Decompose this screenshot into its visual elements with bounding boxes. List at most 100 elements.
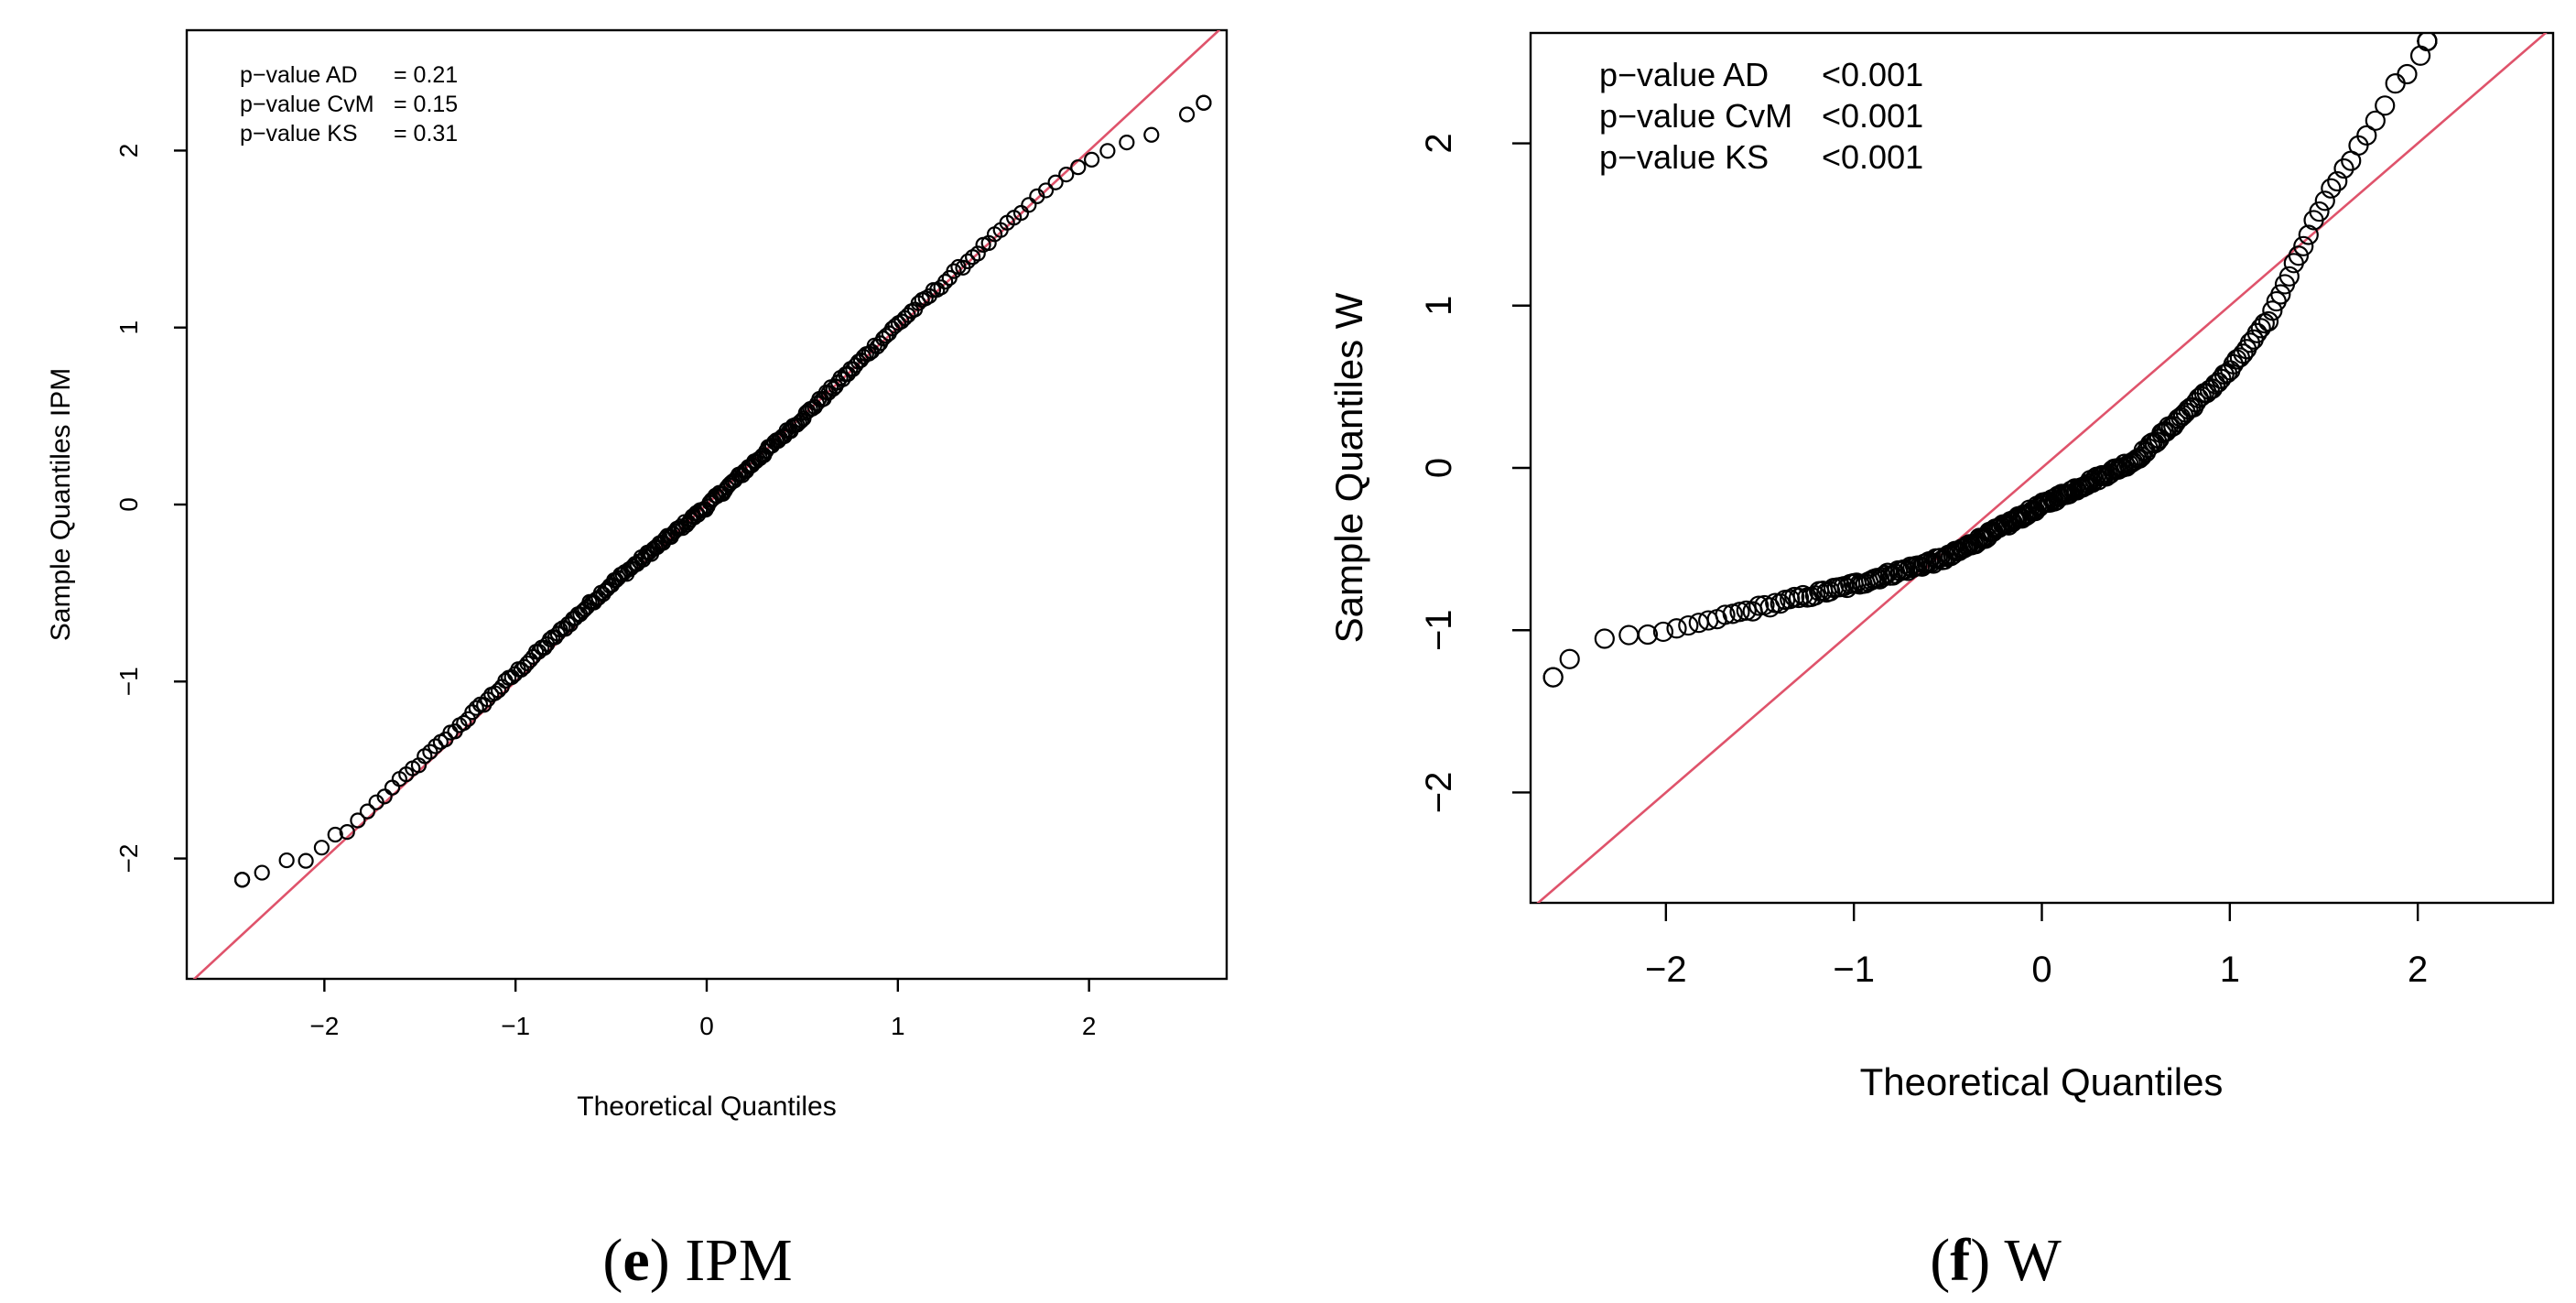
panel-e-point xyxy=(1058,166,1075,183)
panel-e-point xyxy=(359,803,376,820)
panel-f-point xyxy=(2375,95,2396,116)
panel-f-point xyxy=(2356,125,2377,146)
panel-e-x-tick-label: 1 xyxy=(891,1012,905,1040)
panel-e-point xyxy=(536,639,553,657)
panel-e-x-tick-label: 2 xyxy=(1082,1012,1097,1040)
panel-e-point xyxy=(327,826,343,843)
panel-f-annotation-ad-label: p−value AD xyxy=(1599,56,1769,93)
panel-f-x-tick-label: 0 xyxy=(2031,950,2051,990)
panel-e-y-tick-label: 1 xyxy=(114,320,143,335)
panel-f-y-axis-label: Sample Quantiles W xyxy=(1327,292,1370,643)
panel-e-point xyxy=(959,253,976,270)
panel-f-point xyxy=(1729,602,1750,623)
panel-e-y-tick-label: −2 xyxy=(114,844,143,874)
panel-f-point xyxy=(2288,245,2310,266)
panel-f-annotation-ks-value: <0.001 xyxy=(1822,138,1923,176)
panel-e-y-tick-label: −1 xyxy=(114,667,143,696)
panel-f-point xyxy=(2385,73,2406,94)
panel-f-y-tick-label: −1 xyxy=(1419,609,1459,651)
panel-e-y-tick-label: 0 xyxy=(114,497,143,512)
panel-e-point xyxy=(313,840,330,856)
panel-e-point xyxy=(547,629,564,646)
panel-f-y-tick-label: 0 xyxy=(1419,458,1459,478)
panel-f-annotation-ks-label: p−value KS xyxy=(1599,138,1769,176)
panel-f-point xyxy=(1559,648,1580,669)
panel-e-point xyxy=(1196,94,1212,111)
panel-e-point xyxy=(422,744,438,760)
panel-e-ipm: −2 −1 0 1 2 −2 −1 0 1 2 p−value AD = 0.21 p−valu… xyxy=(46,28,1228,1294)
panel-e-point xyxy=(1119,134,1135,151)
panel-f-x-axis-label: Theoretical Quantiles xyxy=(1860,1060,2224,1103)
panel-f-x-tick-label: −2 xyxy=(1645,950,1687,990)
panel-e-point xyxy=(1070,159,1087,176)
panel-f-point xyxy=(2262,300,2283,321)
panel-e-annotation-ks-value: = 0.31 xyxy=(394,121,458,147)
panel-f-point xyxy=(2172,405,2194,426)
panel-f-point xyxy=(2298,224,2319,245)
panel-e-caption: (e) IPM xyxy=(602,1227,792,1294)
panel-f-x-tick-label: −1 xyxy=(1833,950,1875,990)
panel-f-point xyxy=(1652,621,1674,643)
panel-f-point xyxy=(1678,614,1699,636)
panel-f-y-tick-label: −2 xyxy=(1419,772,1459,814)
panel-f-point xyxy=(1594,628,1615,649)
panel-e-point xyxy=(376,788,393,805)
panel-f-reference-line xyxy=(1536,33,2548,903)
panel-e-annotation-ks-label: p−value KS xyxy=(240,121,358,147)
panel-f-x-tick-label: 2 xyxy=(2408,950,2428,990)
panel-e-point xyxy=(298,852,314,869)
panel-e-point xyxy=(969,245,986,262)
panel-e-point xyxy=(233,872,251,888)
panel-e-x-ticks: −2 −1 0 1 2 xyxy=(309,979,1096,1040)
panel-e-point xyxy=(1021,197,1037,213)
panel-f-point xyxy=(1788,587,1810,609)
panel-e-point xyxy=(339,824,355,841)
panel-f-point xyxy=(1715,604,1736,625)
panel-f-point xyxy=(2293,235,2314,256)
panel-e-point xyxy=(468,700,484,716)
panel-f-point xyxy=(2250,318,2271,339)
panel-e-point xyxy=(1047,174,1064,190)
panel-f-annotation-ad-value: <0.001 xyxy=(1822,56,1923,93)
panel-f-point xyxy=(1542,667,1564,688)
panel-f-point xyxy=(2233,343,2254,364)
panel-e-x-tick-label: −2 xyxy=(309,1012,339,1040)
panel-e-y-tick-label: 2 xyxy=(114,144,143,158)
panel-f-point xyxy=(2309,201,2330,223)
panel-e-points xyxy=(233,94,1212,888)
panel-f-points xyxy=(1542,33,2438,688)
panel-f-point xyxy=(2257,310,2279,332)
panel-e-y-ticks: −2 −1 0 1 2 xyxy=(114,144,187,874)
panel-e-x-axis-label: Theoretical Quantiles xyxy=(577,1091,836,1122)
panel-e-point xyxy=(946,263,962,279)
panel-f-x-tick-label: 1 xyxy=(2220,950,2240,990)
panel-e-point xyxy=(350,812,366,829)
panel-f-point xyxy=(2333,157,2354,179)
panel-f-y-tick-label: 2 xyxy=(1419,133,1459,153)
panel-f-x-ticks: −2 −1 0 1 2 xyxy=(1645,903,2428,990)
panel-f-point xyxy=(2314,190,2335,212)
panel-f-w: −2 −1 0 1 2 −2 −1 0 1 2 p−value AD <0.001 p−valu… xyxy=(1327,31,2555,1294)
panel-e-annotation-ad-label: p−value AD xyxy=(240,62,358,88)
panel-e-point xyxy=(456,714,472,732)
panel-f-point xyxy=(2417,33,2438,51)
panel-e-annotation-cvm-value: = 0.15 xyxy=(394,92,458,117)
panel-e-y-axis-label: Sample Quantiles IPM xyxy=(46,368,76,641)
panel-f-point xyxy=(2270,284,2291,305)
panel-f-point xyxy=(1792,584,1813,606)
panel-e-point xyxy=(1178,106,1196,123)
panel-f-annotation-cvm-label: p−value CvM xyxy=(1599,97,1792,135)
panel-f-annotations: p−value AD <0.001 p−value CvM <0.001 p−v… xyxy=(1599,56,1923,176)
panel-e-point xyxy=(384,779,401,796)
panel-e-point xyxy=(1037,182,1055,199)
panel-f-point xyxy=(1836,577,1857,599)
panel-f-point xyxy=(2365,110,2386,131)
panel-e-point xyxy=(848,357,864,374)
panel-e-point xyxy=(254,864,270,881)
panel-f-point xyxy=(1618,624,1640,646)
panel-e-point xyxy=(1083,151,1100,168)
panel-e-annotation-cvm-label: p−value CvM xyxy=(240,92,374,117)
panel-e-annotation-ad-value: = 0.21 xyxy=(394,62,458,88)
panel-f-point xyxy=(2321,178,2342,199)
